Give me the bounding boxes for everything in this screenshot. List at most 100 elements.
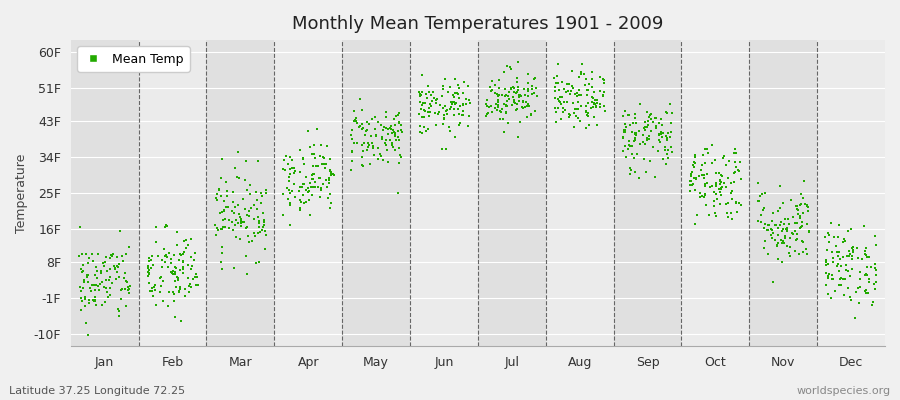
Point [499, 110, 513, 116]
Point [323, 168, 338, 174]
Point [82, 255, 96, 261]
Point [580, 86, 595, 93]
Point [394, 153, 409, 160]
Point [86, 298, 101, 304]
Point [831, 234, 845, 241]
Point [371, 118, 385, 125]
Point [441, 89, 455, 95]
Point [276, 212, 291, 218]
Point [345, 158, 359, 164]
Point [166, 252, 181, 258]
Point [512, 94, 526, 100]
Point [821, 230, 835, 236]
Point [771, 240, 786, 246]
Point [770, 241, 784, 248]
Point [435, 93, 449, 100]
Point [832, 268, 846, 274]
Point [439, 106, 454, 113]
Point [849, 288, 863, 295]
Point [217, 198, 231, 204]
Point [713, 176, 727, 183]
Point [306, 170, 320, 177]
Point [773, 182, 788, 189]
Point [617, 120, 632, 127]
Point [367, 126, 382, 132]
Point [166, 289, 181, 295]
Point [548, 88, 562, 94]
Point [364, 133, 378, 139]
Point [553, 99, 567, 106]
Point [732, 168, 746, 174]
Point [639, 109, 653, 115]
Point [864, 264, 878, 270]
Point [170, 229, 184, 235]
Point [358, 128, 373, 134]
Point [705, 142, 719, 148]
Point [442, 124, 456, 130]
Point [527, 90, 542, 96]
Point [648, 115, 662, 121]
Point [617, 129, 632, 135]
Point [82, 297, 96, 304]
Point [569, 113, 583, 119]
Point [251, 214, 266, 221]
Point [554, 100, 568, 107]
Point [819, 270, 833, 276]
Point [688, 175, 702, 181]
Point [456, 90, 471, 96]
Point [580, 92, 594, 98]
Point [850, 254, 865, 261]
Point [845, 255, 859, 262]
Point [101, 294, 115, 300]
Point [357, 140, 372, 146]
Point [549, 80, 563, 86]
Point [439, 108, 454, 114]
Point [173, 267, 187, 274]
Point [822, 232, 836, 238]
Point [415, 72, 429, 78]
Point [564, 83, 579, 89]
Point [698, 180, 712, 187]
Point [299, 187, 313, 193]
Point [209, 232, 223, 238]
Point [109, 276, 123, 282]
Point [734, 176, 748, 182]
Point [74, 287, 88, 294]
Point [325, 170, 339, 177]
Point [361, 144, 375, 150]
Point [708, 180, 723, 186]
Point [313, 185, 328, 192]
Point [284, 188, 299, 194]
Point [700, 170, 715, 177]
Point [368, 132, 382, 138]
Point [520, 100, 535, 107]
Point [446, 92, 461, 98]
Point [148, 238, 163, 245]
Point [417, 106, 431, 113]
Bar [274, 40, 342, 346]
Point [696, 152, 710, 158]
Point [780, 242, 795, 249]
Point [562, 80, 576, 87]
Point [296, 181, 310, 187]
Point [321, 180, 336, 186]
Point [152, 275, 166, 282]
Point [836, 238, 850, 245]
Point [629, 120, 643, 126]
Point [356, 120, 370, 127]
Point [800, 220, 814, 227]
Point [388, 130, 402, 136]
Point [503, 66, 517, 72]
Point [303, 180, 318, 186]
Point [855, 256, 869, 262]
Point [616, 148, 630, 154]
Point [344, 166, 358, 173]
Point [282, 187, 296, 193]
Point [624, 167, 638, 173]
Point [107, 263, 122, 270]
Point [365, 116, 380, 122]
Point [445, 98, 459, 105]
Point [240, 233, 255, 240]
Title: Monthly Mean Temperatures 1901 - 2009: Monthly Mean Temperatures 1901 - 2009 [292, 15, 663, 33]
Point [838, 238, 852, 244]
